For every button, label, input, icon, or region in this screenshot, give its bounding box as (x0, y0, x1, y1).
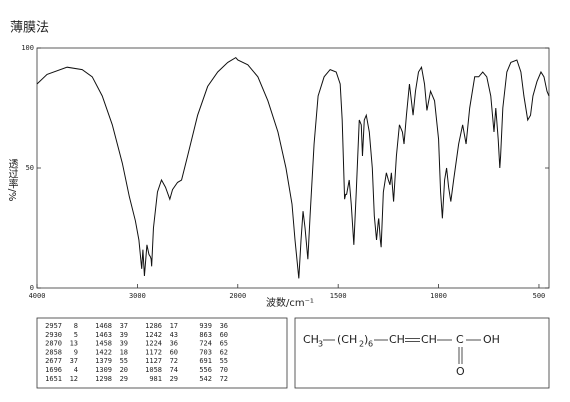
y-tick-label: 0 (30, 284, 34, 292)
subscript: 2 (359, 340, 364, 349)
peak-table-cell: 1458 (95, 340, 112, 348)
x-tick-label: 4000 (29, 292, 46, 300)
subscript: 3 (318, 340, 323, 349)
peak-table-cell: 556 (199, 366, 212, 374)
peak-table-cell: 1298 (95, 375, 112, 383)
structure: CH 3 (CH 2 ) 6 CH CH C OH O (303, 333, 500, 378)
peak-table-cell: 12 (70, 375, 78, 383)
peak-table-cell: 1058 (145, 366, 162, 374)
peak-table-cell: 863 (199, 331, 212, 339)
peak-table-cell: 1309 (95, 366, 112, 374)
y-tick-label: 100 (21, 44, 34, 52)
x-tick-label: 1500 (330, 292, 347, 300)
plot-frame (36, 47, 550, 289)
peak-table-frame (36, 317, 288, 389)
peak-table-cell: 17 (170, 322, 178, 330)
peak-table-cell: 1379 (95, 357, 112, 365)
peak-table-cell: 1127 (145, 357, 162, 365)
chart-title: 薄膜法 (10, 21, 49, 36)
peak-table-cell: 74 (170, 366, 178, 374)
peak-table-cell: 542 (199, 375, 212, 383)
x-tick-label: 500 (533, 292, 546, 300)
atom: O (456, 365, 465, 378)
peak-table-cell: 18 (120, 348, 128, 356)
peak-table-cell: 36 (170, 340, 178, 348)
x-tick-label: 3000 (129, 292, 146, 300)
structure-frame (294, 317, 550, 389)
peak-table-cell: 703 (199, 348, 212, 356)
peak-table-cell: 1468 (95, 322, 112, 330)
peak-table-cell: 981 (149, 375, 162, 383)
peak-table-cell: 37 (70, 357, 78, 365)
y-tick-label: 50 (26, 164, 34, 172)
peak-table-cell: 39 (120, 340, 128, 348)
atom: C (456, 333, 464, 346)
peak-table-cell: 55 (220, 357, 228, 365)
atom: CH (303, 333, 319, 346)
peak-table-cell: 43 (170, 331, 178, 339)
peak-table-cell: 2930 (45, 331, 62, 339)
peak-table-cell: 1242 (145, 331, 162, 339)
peak-table-cell: 4 (74, 366, 78, 374)
peak-table-cell: 1224 (145, 340, 162, 348)
subscript: 6 (368, 340, 373, 349)
peak-table-cell: 939 (199, 322, 212, 330)
peak-table-cell: 70 (220, 366, 228, 374)
peak-table-cell: 13 (70, 340, 78, 348)
peak-table-cell: 39 (120, 331, 128, 339)
peak-table-cell: 8 (74, 322, 78, 330)
peak-table-cell: 36 (220, 322, 228, 330)
peak-table-cell: 724 (199, 340, 212, 348)
atom: CH (421, 333, 437, 346)
structure-bonds (323, 338, 481, 364)
peak-table-cell: 691 (199, 357, 212, 365)
peak-table-cell: 60 (220, 331, 228, 339)
peak-table-cell: 2957 (45, 322, 62, 330)
peak-table-cell: 1422 (95, 348, 112, 356)
x-tick-label: 2000 (229, 292, 246, 300)
peak-table-cell: 55 (120, 357, 128, 365)
peak-table-cell: 60 (170, 348, 178, 356)
peak-table-cell: 72 (170, 357, 178, 365)
peak-table-cell: 5 (74, 331, 78, 339)
peak-table-cell: 9 (74, 348, 78, 356)
peak-table-cell: 1286 (145, 322, 162, 330)
peak-table-cell: 29 (170, 375, 178, 383)
x-tick-label: 1000 (430, 292, 447, 300)
peak-table-cell: 2677 (45, 357, 62, 365)
peak-table-cell: 1172 (145, 348, 162, 356)
peak-table-cell: 1651 (45, 375, 62, 383)
peak-table-cell: 20 (120, 366, 128, 374)
peak-table-cell: 29 (120, 375, 128, 383)
atom: ) (364, 333, 368, 346)
atom: OH (483, 333, 500, 346)
atom: CH (389, 333, 405, 346)
peak-table-cell: 37 (120, 322, 128, 330)
y-axis-label: 透过率/% (6, 158, 18, 201)
spectrum-line (36, 56, 550, 279)
peak-table-cell: 1463 (95, 331, 112, 339)
peak-table-cell: 65 (220, 340, 228, 348)
x-axis-label: 波数/cm⁻¹ (266, 296, 314, 309)
peak-table-cell: 2870 (45, 340, 62, 348)
peak-table-cell: 72 (220, 375, 228, 383)
peak-table-cell: 62 (220, 348, 228, 356)
peak-table-cell: 2858 (45, 348, 62, 356)
peak-table-cell: 1696 (45, 366, 62, 374)
atom: (CH (337, 333, 357, 346)
